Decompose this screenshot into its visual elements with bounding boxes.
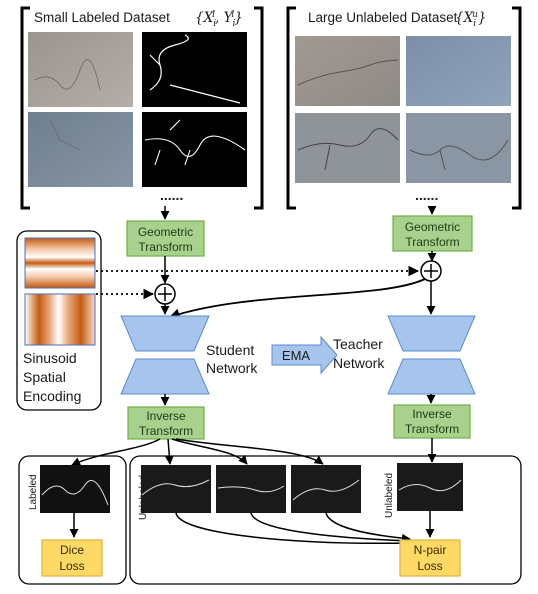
npair-loss-box: N-pair Loss xyxy=(399,539,461,577)
vertical-encoding-image xyxy=(24,293,96,346)
geo-label-line1: Geometric xyxy=(138,225,193,239)
teacher-label-line2: Network xyxy=(333,355,385,371)
labeled-output-label: Labeled xyxy=(28,474,39,510)
ema-arrow: EMA xyxy=(271,335,338,375)
left-bracket xyxy=(286,6,296,210)
npair-label-line2: Loss xyxy=(417,559,442,573)
teacher-unlabeled-output-label: Unlabeled xyxy=(384,473,395,518)
dice-label-line2: Loss xyxy=(59,559,84,573)
teacher-network: Teacher Network xyxy=(333,315,476,395)
dice-loss-box: Dice Loss xyxy=(41,539,103,577)
teacher-inverse-transform: Inverse Transform xyxy=(393,404,471,439)
student-label-line2: Network xyxy=(206,360,258,376)
arrow-to-labeled-output xyxy=(71,438,161,466)
teacher-label-line1: Teacher xyxy=(333,336,383,352)
student-geometric-transform: Geometric Transform xyxy=(126,220,205,257)
teacher-plus-node xyxy=(420,260,442,282)
teacher-geometric-transform: Geometric Transform xyxy=(392,215,473,252)
student-plus-node xyxy=(154,283,176,305)
student-prediction-1 xyxy=(141,465,211,513)
crack-image-5 xyxy=(295,113,400,183)
inv-label-line1: Inverse xyxy=(146,409,186,423)
arrow-to-unlabeled-output-2 xyxy=(171,438,248,465)
student-label-line1: Student xyxy=(206,342,254,358)
labeled-prediction-image xyxy=(40,465,110,513)
labeled-dataset-title: Small Labeled Dataset xyxy=(34,10,170,25)
right-bracket xyxy=(254,6,264,210)
unlabeled-dataset-notation: {Xiu} xyxy=(455,10,486,29)
crack-mask-1 xyxy=(142,32,247,107)
student-inverse-transform: Inverse Transform xyxy=(127,406,205,440)
crack-image-2 xyxy=(28,112,133,187)
arrow-s1-to-npair xyxy=(175,512,411,548)
crack-image-4 xyxy=(406,36,511,106)
labeled-dataset-notation: {Xil, Yil} xyxy=(195,10,243,29)
encoding-line3: Encoding xyxy=(23,388,81,404)
arrow-s2-to-npair xyxy=(250,512,411,546)
dice-label-line1: Dice xyxy=(60,543,84,557)
sinusoid-encoding-panel: Sinusoid Spatial Encoding xyxy=(16,230,102,411)
arrow-s3-to-npair xyxy=(325,512,411,543)
unlabeled-ellipsis: ...... xyxy=(415,187,438,203)
ema-label: EMA xyxy=(282,348,311,363)
arrow-to-unlabeled-output-3 xyxy=(175,438,324,465)
geo-label-line2: Transform xyxy=(138,240,192,254)
inv-label-line2: Transform xyxy=(139,424,193,438)
encoding-line2: Spatial xyxy=(23,369,66,385)
labeled-ellipsis: ...... xyxy=(160,187,183,203)
arrow-teacher-input-to-student xyxy=(168,278,426,320)
left-bracket xyxy=(20,6,30,210)
student-prediction-3 xyxy=(291,465,361,513)
npair-label-line1: N-pair xyxy=(414,543,447,557)
inv-label-line1: Inverse xyxy=(412,407,452,421)
encoding-line1: Sinusoid xyxy=(23,350,77,366)
inv-label-line2: Transform xyxy=(405,422,459,436)
unlabeled-dataset-title: Large Unlabeled Dataset xyxy=(308,10,458,25)
unlabeled-dataset-panel: Large Unlabeled Dataset {Xiu} ...... xyxy=(286,6,522,210)
geo-label-line1: Geometric xyxy=(405,220,460,234)
crack-mask-2 xyxy=(142,112,247,187)
student-network: Student Network xyxy=(120,315,258,395)
geo-label-line2: Transform xyxy=(405,235,459,249)
horizontal-encoding-image xyxy=(24,237,96,289)
arrow-to-unlabeled-output-1 xyxy=(164,438,174,465)
right-bracket xyxy=(512,6,522,210)
labeled-dataset-panel: Small Labeled Dataset {Xil, Yil} ...... xyxy=(20,6,264,210)
